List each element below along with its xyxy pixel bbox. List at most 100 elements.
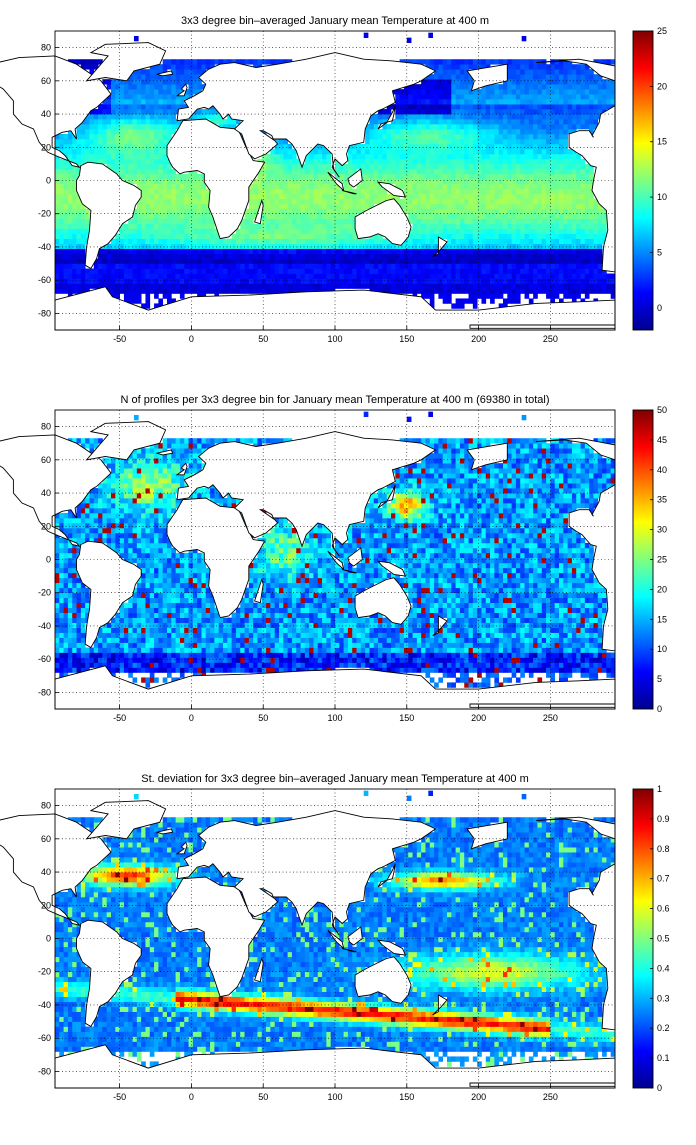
heatmap-cell xyxy=(546,274,551,279)
heatmap-cell xyxy=(171,274,176,279)
heatmap-cell xyxy=(111,638,116,643)
heatmap-cell xyxy=(111,124,116,129)
heatmap-cell xyxy=(167,84,172,89)
heatmap-cell xyxy=(55,184,60,189)
heatmap-cell xyxy=(158,264,163,269)
heatmap-cell xyxy=(525,59,530,64)
heatmap-cell xyxy=(124,169,129,174)
heatmap-cell xyxy=(167,134,172,139)
heatmap-cell xyxy=(525,269,530,274)
heatmap-cell xyxy=(210,288,215,293)
heatmap-cell xyxy=(210,264,215,269)
heatmap-cell xyxy=(133,219,138,224)
heatmap-cell xyxy=(326,204,331,209)
heatmap-cell xyxy=(546,139,551,144)
heatmap-cell xyxy=(529,94,534,99)
heatmap-cell xyxy=(559,129,564,134)
heatmap-cell xyxy=(589,249,594,254)
heatmap-cell xyxy=(525,234,530,239)
heatmap-cell xyxy=(369,239,374,244)
heatmap-cell xyxy=(447,283,452,288)
heatmap-cell xyxy=(486,279,491,284)
heatmap-cell xyxy=(572,99,577,104)
heatmap-cell xyxy=(176,249,181,254)
heatmap-cell xyxy=(546,229,551,234)
heatmap-cell xyxy=(137,244,142,249)
heatmap-cell xyxy=(473,244,478,249)
heatmap-cell xyxy=(201,254,206,259)
heatmap-cell xyxy=(171,89,176,94)
heatmap-cell xyxy=(469,298,474,303)
heatmap-cell xyxy=(72,578,77,583)
heatmap-cell xyxy=(98,633,103,638)
heatmap-cell xyxy=(275,149,280,154)
heatmap-cell xyxy=(555,94,560,99)
heatmap-cell xyxy=(451,139,456,144)
heatmap-cell xyxy=(133,254,138,259)
heatmap-cell xyxy=(486,224,491,229)
heatmap-cell xyxy=(339,283,344,288)
heatmap-cell xyxy=(339,214,344,219)
heatmap-cell xyxy=(438,99,443,104)
heatmap-cell xyxy=(516,184,521,189)
heatmap-cell xyxy=(456,244,461,249)
heatmap-cell xyxy=(507,59,512,64)
heatmap-cell xyxy=(305,279,310,284)
heatmap-cell xyxy=(292,244,297,249)
heatmap-cell xyxy=(555,293,560,298)
heatmap-cell xyxy=(477,144,482,149)
heatmap-cell xyxy=(460,219,465,224)
heatmap-cell xyxy=(171,189,176,194)
heatmap-cell xyxy=(593,259,598,264)
heatmap-cell xyxy=(408,199,413,204)
heatmap-cell xyxy=(288,174,293,179)
heatmap-cell xyxy=(413,214,418,219)
heatmap-cell xyxy=(59,189,64,194)
heatmap-cell xyxy=(473,149,478,154)
heatmap-cell xyxy=(499,169,504,174)
heatmap-cell xyxy=(581,288,586,293)
heatmap-cell xyxy=(184,184,189,189)
heatmap-cell xyxy=(318,244,323,249)
heatmap-cell xyxy=(292,274,297,279)
heatmap-cell xyxy=(270,234,275,239)
heatmap-cell xyxy=(404,184,409,189)
heatmap-cell xyxy=(581,84,586,89)
heatmap-cell xyxy=(417,164,422,169)
heatmap-cell xyxy=(184,239,189,244)
heatmap-cell xyxy=(434,74,439,79)
heatmap-cell xyxy=(309,239,314,244)
heatmap-cell xyxy=(516,298,521,303)
heatmap-cell xyxy=(128,114,133,119)
heatmap-cell xyxy=(469,149,474,154)
heatmap-cell xyxy=(180,184,185,189)
heatmap-cell xyxy=(72,149,77,154)
heatmap-cell xyxy=(417,279,422,284)
heatmap-cell xyxy=(443,139,448,144)
heatmap-cell xyxy=(593,79,598,84)
heatmap-cell xyxy=(425,199,430,204)
heatmap-cell xyxy=(503,269,508,274)
heatmap-cell xyxy=(542,189,547,194)
heatmap-cell xyxy=(550,259,555,264)
heatmap-cell xyxy=(361,269,366,274)
heatmap-cell xyxy=(219,244,224,249)
heatmap-cell xyxy=(507,234,512,239)
heatmap-cell xyxy=(120,129,125,134)
heatmap-cell xyxy=(559,89,564,94)
heatmap-cell xyxy=(568,279,573,284)
heatmap-cell xyxy=(249,189,254,194)
heatmap-cell xyxy=(81,209,86,214)
heatmap-cell xyxy=(348,219,353,224)
heatmap-cell xyxy=(348,214,353,219)
heatmap-cell xyxy=(520,254,525,259)
heatmap-cell xyxy=(249,288,254,293)
heatmap-cell xyxy=(391,134,396,139)
heatmap-cell xyxy=(59,169,64,174)
heatmap-cell xyxy=(494,229,499,234)
heatmap-cell xyxy=(266,214,271,219)
heatmap-cell xyxy=(533,129,538,134)
heatmap-cell xyxy=(550,124,555,129)
heatmap-cell xyxy=(245,279,250,284)
heatmap-cell xyxy=(232,254,237,259)
